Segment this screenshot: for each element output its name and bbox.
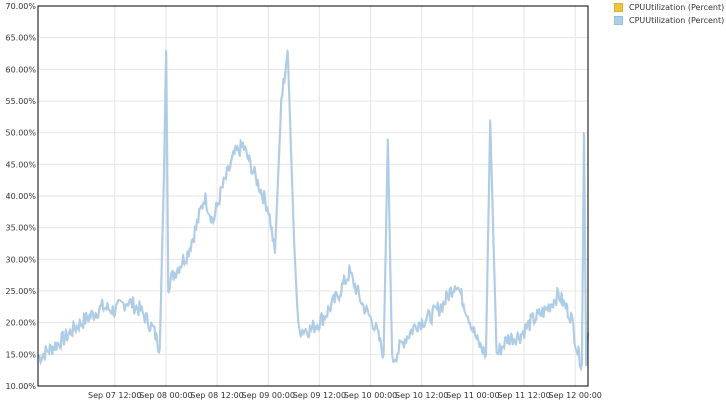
x-tick-label: Sep 09 12:00 [293, 391, 346, 400]
legend-item[interactable]: CPUUtilization (Percent) [614, 14, 724, 27]
legend-swatch-blue [614, 16, 623, 25]
x-tick-label: Sep 12 00:00 [549, 391, 602, 400]
y-tick-label: 30.00% [5, 255, 36, 264]
plot-frame [37, 5, 589, 387]
y-tick-label: 40.00% [5, 192, 36, 201]
y-tick-label: 65.00% [5, 34, 36, 43]
y-tick-label: 45.00% [5, 160, 36, 169]
y-tick-label: 20.00% [5, 319, 36, 328]
legend-label: CPUUtilization (Percent) [629, 16, 725, 25]
y-tick-label: 10.00% [5, 382, 36, 391]
y-tick-label: 60.00% [5, 65, 36, 74]
chart-legend: CPUUtilization (Percent) CPUUtilization … [614, 1, 724, 27]
x-tick-label: Sep 11 12:00 [497, 391, 550, 400]
x-tick-label: Sep 08 00:00 [139, 391, 192, 400]
y-tick-label: 55.00% [5, 97, 36, 106]
x-tick-label: Sep 10 12:00 [395, 391, 448, 400]
legend-label: CPUUtilization (Percent) [629, 3, 725, 12]
x-tick-label: Sep 10 00:00 [344, 391, 397, 400]
legend-item[interactable]: CPUUtilization (Percent) [614, 1, 724, 14]
y-tick-label: 15.00% [5, 350, 36, 359]
x-tick-label: Sep 11 00:00 [446, 391, 499, 400]
legend-swatch-yellow [614, 3, 623, 12]
x-tick-label: Sep 07 12:00 [88, 391, 141, 400]
x-tick-label: Sep 09 00:00 [242, 391, 295, 400]
y-tick-label: 35.00% [5, 224, 36, 233]
y-tick-label: 25.00% [5, 287, 36, 296]
x-tick-label: Sep 08 12:00 [190, 391, 243, 400]
series-line [37, 49, 589, 370]
y-tick-label: 70.00% [5, 2, 36, 11]
y-tick-label: 50.00% [5, 129, 36, 138]
